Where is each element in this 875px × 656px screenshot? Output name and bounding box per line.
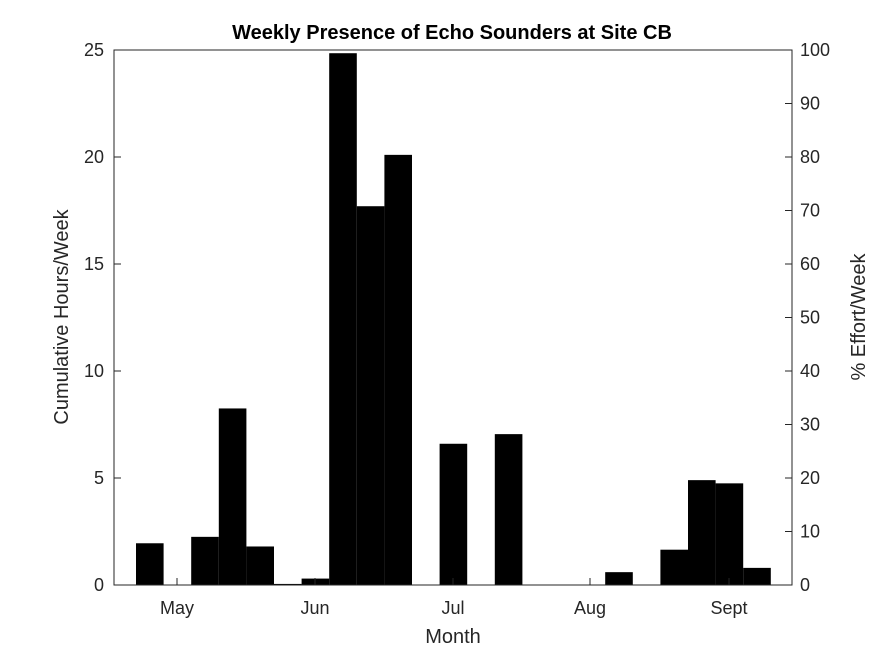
y-axis-right: 0 10 20 30 40 50 60 70 80 90 100 (785, 40, 830, 595)
y2-tick-label: 100 (800, 40, 830, 60)
bar (439, 443, 468, 585)
bar (494, 434, 523, 585)
y-tick-label: 10 (84, 361, 104, 381)
y-axis-label: Cumulative Hours/Week (51, 208, 73, 424)
bar (191, 536, 219, 585)
y-axis-left: 0 5 10 15 20 25 (84, 40, 121, 595)
y2-tick-label: 20 (800, 468, 820, 488)
x-tick-label: Aug (574, 598, 606, 618)
bar (136, 543, 164, 585)
bar (246, 546, 274, 585)
bar (715, 483, 744, 585)
bar (329, 53, 357, 585)
y-tick-label: 25 (84, 40, 104, 60)
bar (356, 206, 385, 585)
x-tick-label: Jun (300, 598, 329, 618)
y2-tick-label: 50 (800, 308, 820, 328)
y2-tick-label: 30 (800, 415, 820, 435)
bar (274, 583, 302, 585)
bar (605, 572, 633, 585)
y2-tick-label: 80 (800, 147, 820, 167)
y-tick-label: 5 (94, 468, 104, 488)
x-axis: May Jun Jul Aug Sept (160, 578, 748, 618)
bar (660, 549, 688, 585)
bars-group (136, 53, 771, 586)
y-tick-label: 15 (84, 254, 104, 274)
y2-tick-label: 60 (800, 254, 820, 274)
chart-title: Weekly Presence of Echo Sounders at Site… (232, 22, 672, 44)
y2-tick-label: 90 (800, 94, 820, 114)
bar (384, 154, 412, 586)
x-axis-label: Month (425, 626, 481, 648)
y2-axis-label: % Effort/Week (848, 252, 870, 380)
bar (688, 480, 716, 585)
y2-tick-label: 0 (800, 575, 810, 595)
y2-tick-label: 10 (800, 522, 820, 542)
x-tick-label: Jul (441, 598, 464, 618)
x-tick-label: Sept (710, 598, 747, 618)
y-tick-label: 0 (94, 575, 104, 595)
y-tick-label: 20 (84, 147, 104, 167)
bar (218, 408, 247, 585)
y2-tick-label: 70 (800, 201, 820, 221)
bar (743, 567, 771, 585)
x-tick-label: May (160, 598, 194, 618)
y2-tick-label: 40 (800, 361, 820, 381)
